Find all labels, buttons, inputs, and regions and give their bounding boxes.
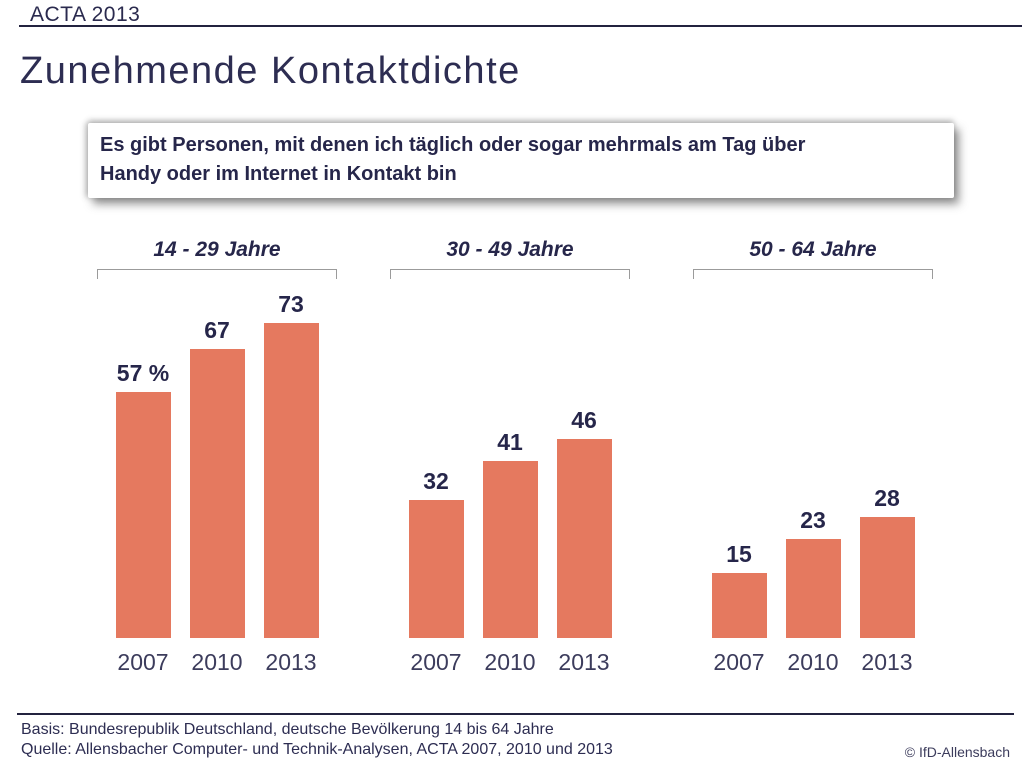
bar-year-label: 2010 <box>484 649 536 675</box>
bar-value-label: 41 <box>497 429 523 455</box>
bar-value-label: 32 <box>423 468 449 494</box>
bar-30-49-2013: 46 2013 <box>556 407 612 675</box>
bar-value-label: 15 <box>726 541 752 567</box>
bars-container: 15 2007 23 2010 28 2013 <box>693 278 933 675</box>
bar-50-64-2007: 15 2007 <box>711 541 767 675</box>
bar-year-label: 2007 <box>713 649 765 675</box>
bar-50-64-2013: 28 2013 <box>859 485 915 675</box>
bar-value-label: 67 <box>204 317 230 343</box>
bar-value-label: 23 <box>800 507 826 533</box>
bar-30-49-2010: 41 2010 <box>482 429 538 675</box>
group-label: 50 - 64 Jahre <box>749 238 877 261</box>
bar-year-label: 2007 <box>117 649 169 675</box>
bar-value-label: 46 <box>571 407 597 433</box>
footer-rule <box>17 713 1014 715</box>
bar-value-label: 73 <box>278 291 304 317</box>
bar-year-label: 2007 <box>410 649 462 675</box>
question-line-2: Handy oder im Internet in Kontakt bin <box>100 163 457 185</box>
bar-14-29-2010: 67 2010 <box>189 317 245 675</box>
page-title: Zunehmende Kontaktdichte <box>20 50 521 92</box>
bar-year-label: 2013 <box>861 649 913 675</box>
group-bracket <box>693 269 933 279</box>
header-label: ACTA 2013 <box>30 3 141 26</box>
bar-year-label: 2010 <box>787 649 839 675</box>
header-rule <box>19 25 1022 27</box>
copyright: © IfD-Allensbach <box>904 744 1010 760</box>
bar-14-29-2013: 73 2013 <box>263 291 319 675</box>
bar-14-29-2007: 57 % 2007 <box>115 360 171 675</box>
bar-value-label: 57 % <box>116 360 170 386</box>
group-bracket <box>390 269 630 279</box>
bar-value-label: 28 <box>874 485 900 511</box>
bar-year-label: 2010 <box>191 649 243 675</box>
age-group-14-29: 14 - 29 Jahre 57 % 2007 67 2010 73 2013 <box>97 238 337 688</box>
group-label: 14 - 29 Jahre <box>153 238 281 261</box>
bar-50-64-2010: 23 2010 <box>785 507 841 675</box>
footer-quelle: Quelle: Allensbacher Computer- und Techn… <box>21 741 613 758</box>
bars-container: 32 2007 41 2010 46 2013 <box>390 278 630 675</box>
bars-container: 57 % 2007 67 2010 73 2013 <box>97 278 337 675</box>
group-bracket <box>97 269 337 279</box>
group-label: 30 - 49 Jahre <box>446 238 574 261</box>
question-line-1: Es gibt Personen, mit denen ich täglich … <box>100 134 806 156</box>
question-box: Es gibt Personen, mit denen ich täglich … <box>88 123 954 198</box>
footer-basis: Basis: Bundesrepublik Deutschland, deuts… <box>21 721 554 738</box>
age-group-50-64: 50 - 64 Jahre 15 2007 23 2010 28 2013 <box>693 238 933 688</box>
bar-year-label: 2013 <box>265 649 317 675</box>
age-group-30-49: 30 - 49 Jahre 32 2007 41 2010 46 2013 <box>390 238 630 688</box>
bar-year-label: 2013 <box>558 649 610 675</box>
bar-30-49-2007: 32 2007 <box>408 468 464 675</box>
